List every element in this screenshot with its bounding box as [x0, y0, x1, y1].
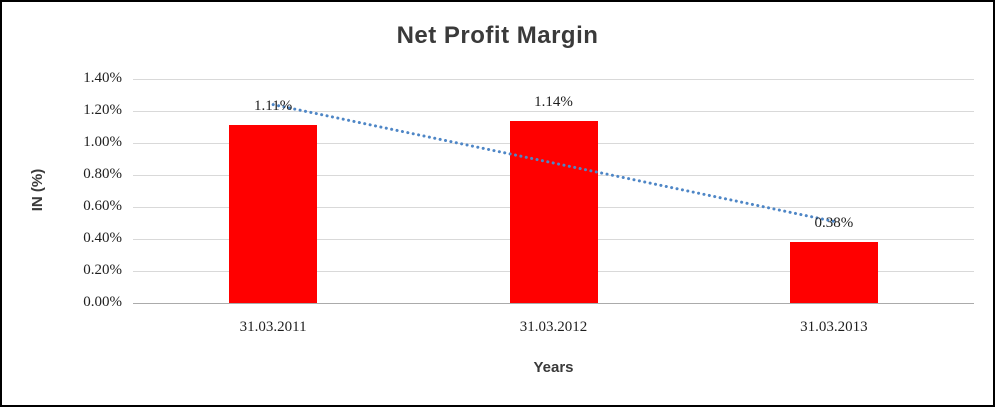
- x-axis-title: Years: [533, 359, 574, 376]
- chart-title: Net Profit Margin: [396, 22, 599, 49]
- y-tick-label: 1.20%: [83, 102, 122, 118]
- category-label: 31.03.2012: [519, 319, 588, 335]
- y-tick-label: 0.40%: [83, 230, 122, 246]
- y-tick-label: 0.80%: [83, 166, 122, 182]
- y-tick-label: 1.40%: [83, 70, 122, 86]
- y-tick-label: 0.60%: [83, 198, 122, 214]
- trendline-segment: [271, 103, 836, 223]
- data-label: 1.11%: [254, 98, 293, 115]
- x-axis-line: [133, 303, 974, 304]
- data-label: 1.14%: [534, 93, 573, 110]
- y-tick-label: 0.20%: [83, 262, 122, 278]
- category-label: 31.03.2011: [239, 319, 307, 335]
- bar-31.03.2011: [229, 125, 318, 303]
- trendline: [271, 103, 836, 223]
- gridline: [133, 111, 974, 112]
- bar-31.03.2012: [509, 120, 598, 303]
- gridline: [133, 79, 974, 80]
- y-axis-title: IN (%): [29, 168, 46, 212]
- bar-31.03.2013: [789, 242, 878, 303]
- data-label: 0.38%: [814, 215, 854, 232]
- y-tick-label: 0.00%: [83, 294, 122, 310]
- category-label: 31.03.2013: [800, 319, 868, 335]
- y-tick-label: 1.00%: [83, 134, 122, 150]
